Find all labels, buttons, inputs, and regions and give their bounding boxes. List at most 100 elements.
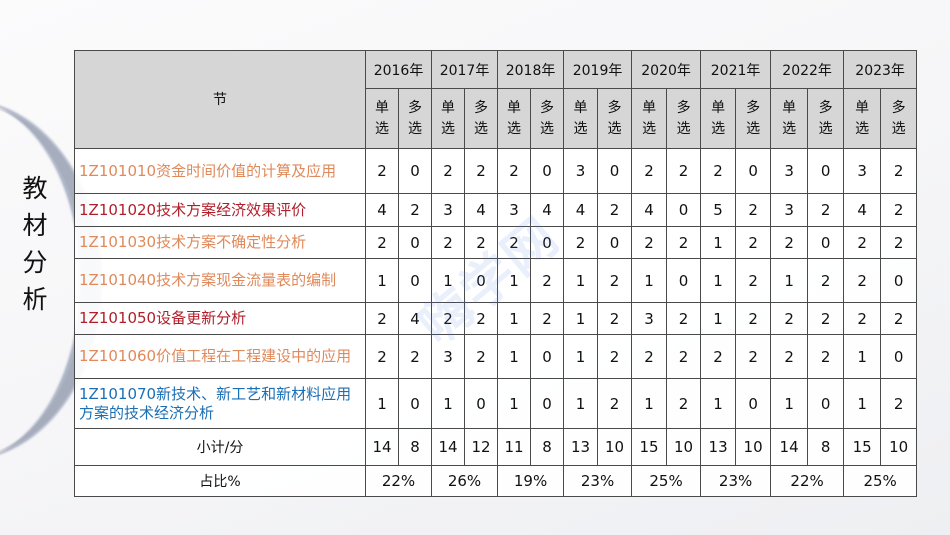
count-cell: 0: [880, 334, 918, 379]
count-cell: 1: [365, 258, 399, 303]
single-choice-header: 单 选: [497, 88, 532, 149]
percent-label: 占比%: [74, 465, 366, 497]
count-cell: 2: [843, 226, 882, 259]
subtotal-cell: 14: [770, 428, 809, 466]
count-cell: 5: [700, 193, 737, 227]
count-cell: 0: [530, 148, 565, 194]
count-cell: 2: [631, 334, 668, 379]
count-cell: 1: [497, 378, 532, 429]
section-title: 1Z101030技术方案不确定性分析: [74, 226, 366, 259]
side-title-char: 教: [22, 174, 48, 203]
single-choice-header: 单 选: [365, 88, 399, 149]
count-cell: 1: [431, 258, 466, 303]
subtotal-cell: 12: [464, 428, 499, 466]
count-cell: 1: [770, 258, 809, 303]
table-row: 1Z101030技术方案不确定性分析 2 0 2 2 2 0 2 0 2 2 1 2 2 0 2 2: [74, 226, 918, 259]
multi-choice-header: 多 选: [666, 88, 702, 149]
count-cell: 1: [770, 378, 809, 429]
count-cell: 3: [431, 193, 466, 227]
count-cell: 1: [365, 378, 399, 429]
count-cell: 0: [735, 148, 772, 194]
count-cell: 2: [880, 226, 918, 259]
count-cell: 2: [807, 193, 845, 227]
count-cell: 4: [397, 302, 433, 335]
subtotal-cell: 8: [807, 428, 845, 466]
count-cell: 2: [770, 334, 809, 379]
count-cell: 1: [563, 258, 599, 303]
count-cell: 0: [666, 258, 702, 303]
multi-choice-header: 多 选: [530, 88, 565, 149]
multi-choice-header: 多 选: [807, 88, 845, 149]
count-cell: 2: [880, 148, 918, 194]
exam-analysis-table: 节 2016年 2017年 2018年 2019年 2020年 2021年 2022年 202…: [74, 50, 918, 497]
percent-cell: 19%: [497, 465, 565, 497]
count-cell: 1: [563, 378, 599, 429]
count-cell: 2: [700, 334, 737, 379]
subtotal-label: 小计/分: [74, 428, 366, 466]
percent-cell: 23%: [700, 465, 772, 497]
count-cell: 0: [397, 258, 433, 303]
count-cell: 2: [770, 226, 809, 259]
table-row: 1Z101040技术方案现金流量表的编制 1 0 1 0 1 2 1 2 1 0 1 2 1 2 2 0: [74, 258, 918, 303]
count-cell: 2: [631, 226, 668, 259]
count-cell: 1: [563, 302, 599, 335]
count-cell: 1: [700, 378, 737, 429]
count-cell: 1: [631, 258, 668, 303]
count-cell: 2: [880, 378, 918, 429]
count-cell: 2: [843, 302, 882, 335]
year-header: 2023年: [843, 50, 918, 89]
count-cell: 2: [563, 226, 599, 259]
count-cell: 4: [365, 193, 399, 227]
count-cell: 0: [807, 148, 845, 194]
count-cell: 0: [597, 148, 633, 194]
count-cell: 2: [666, 302, 702, 335]
section-title: 1Z101070新技术、新工艺和新材料应用方案的技术经济分析: [74, 378, 366, 429]
count-cell: 1: [563, 334, 599, 379]
subtotal-row: 小计/分 14 8 14 12 11 8 13 10 15 10 13 10 14 8 15 10: [74, 428, 918, 466]
count-cell: 2: [397, 193, 433, 227]
multi-choice-header: 多 选: [464, 88, 499, 149]
count-cell: 2: [597, 258, 633, 303]
count-cell: 2: [431, 302, 466, 335]
count-cell: 3: [843, 148, 882, 194]
count-cell: 2: [464, 226, 499, 259]
percent-cell: 25%: [631, 465, 702, 497]
count-cell: 1: [631, 378, 668, 429]
count-cell: 1: [700, 258, 737, 303]
subtotal-cell: 15: [843, 428, 882, 466]
count-cell: 2: [497, 226, 532, 259]
section-title: 1Z101040技术方案现金流量表的编制: [74, 258, 366, 303]
year-header: 2021年: [700, 50, 772, 89]
count-cell: 2: [880, 193, 918, 227]
count-cell: 4: [530, 193, 565, 227]
count-cell: 2: [666, 378, 702, 429]
count-cell: 3: [631, 302, 668, 335]
count-cell: 2: [666, 334, 702, 379]
count-cell: 2: [365, 302, 399, 335]
count-cell: 2: [365, 226, 399, 259]
count-cell: 0: [735, 378, 772, 429]
count-cell: 1: [497, 334, 532, 379]
single-choice-header: 单 选: [431, 88, 466, 149]
subtotal-cell: 8: [530, 428, 565, 466]
count-cell: 2: [666, 226, 702, 259]
count-cell: 2: [735, 334, 772, 379]
table-row: 1Z101050设备更新分析 2 4 2 2 1 2 1 2 3 2 1 2 2 2 2 2: [74, 302, 918, 335]
subtotal-cell: 8: [397, 428, 433, 466]
count-cell: 2: [880, 302, 918, 335]
count-cell: 1: [700, 302, 737, 335]
count-cell: 0: [880, 258, 918, 303]
count-cell: 2: [735, 226, 772, 259]
count-cell: 0: [464, 258, 499, 303]
single-choice-header: 单 选: [631, 88, 668, 149]
count-cell: 4: [563, 193, 599, 227]
side-title-char: 材: [22, 211, 48, 240]
count-cell: 0: [397, 378, 433, 429]
count-cell: 3: [431, 334, 466, 379]
count-cell: 0: [666, 193, 702, 227]
table-row: 1Z101060价值工程在工程建设中的应用 2 2 3 2 1 0 1 2 2 2 2 2 2 2 1 0: [74, 334, 918, 379]
count-cell: 3: [770, 148, 809, 194]
year-header: 2017年: [431, 50, 499, 89]
count-cell: 4: [464, 193, 499, 227]
count-cell: 1: [843, 334, 882, 379]
